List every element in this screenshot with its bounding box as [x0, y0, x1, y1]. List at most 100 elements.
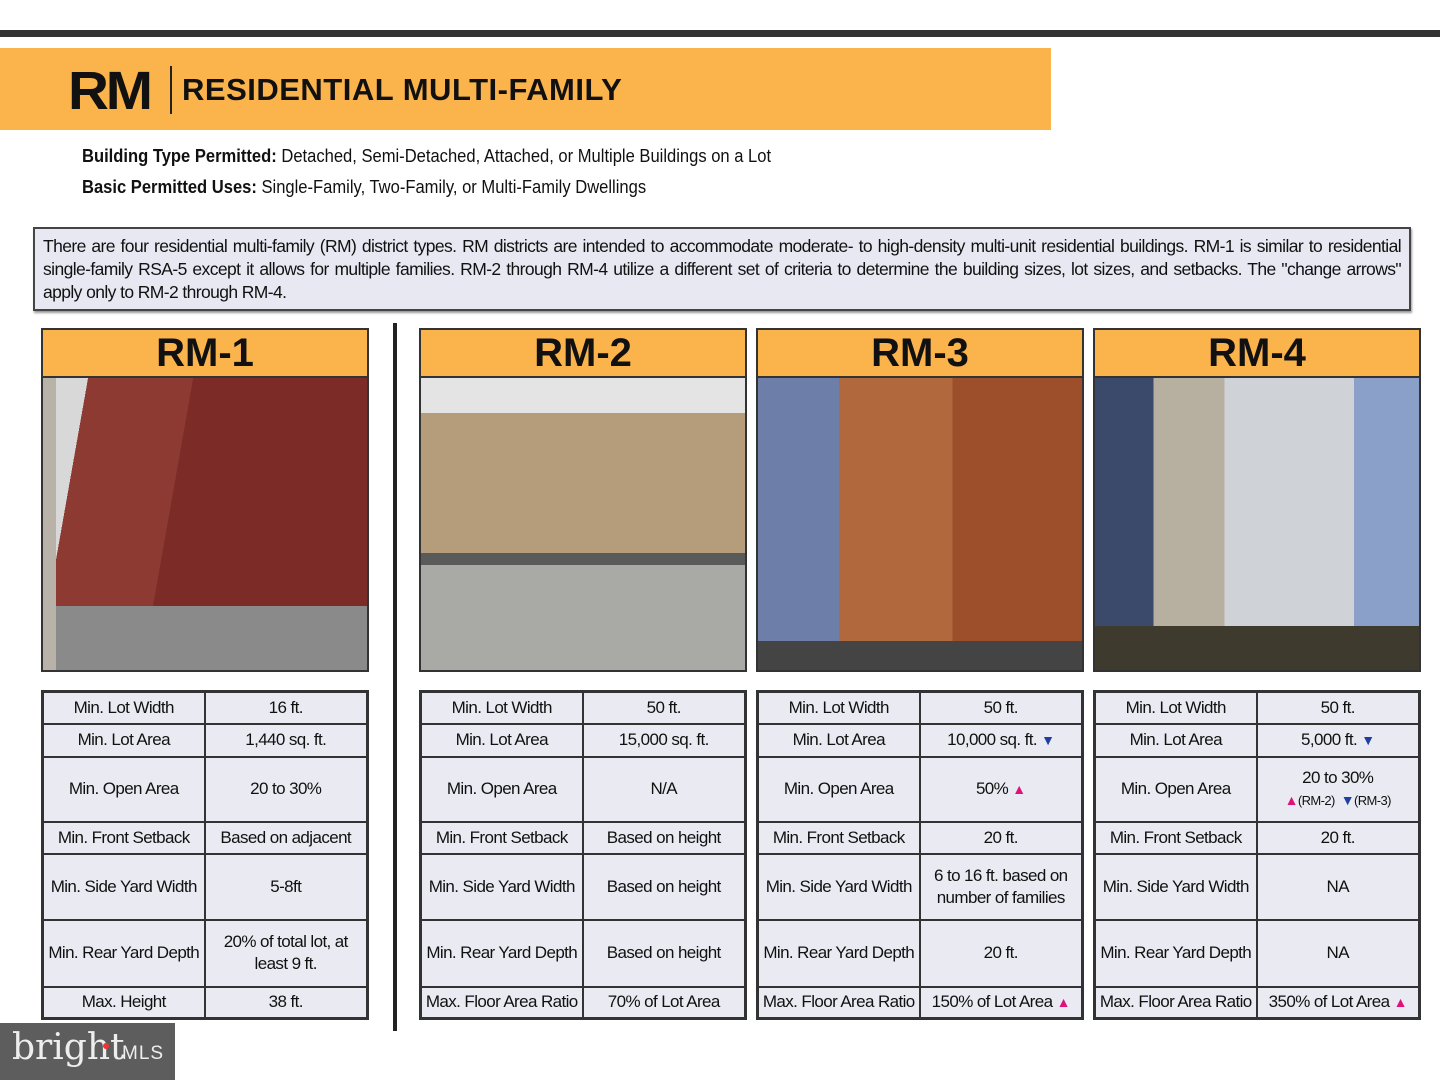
standard-value-cell: 38 ft.	[203, 985, 369, 1020]
standard-value-cell: 20 ft.	[1255, 820, 1421, 855]
standard-value: 5,000 ft.	[1301, 730, 1358, 749]
top-rule	[0, 30, 1440, 37]
standard-value-cell: Based on height	[581, 852, 747, 921]
standard-value-cell: 20% of total lot, at least 9 ft.	[203, 918, 369, 988]
standard-value: NA	[1326, 876, 1350, 896]
standard-value: 150% of Lot Area	[931, 992, 1053, 1012]
table-row: Min. Lot Area 15,000 sq. ft.	[419, 722, 747, 758]
standard-value: Based on height	[606, 876, 721, 896]
standard-label: Min. Open Area	[419, 755, 584, 823]
table-row: Min. Rear Yard Depth 20 ft.	[756, 918, 1084, 988]
standard-value: 20 ft.	[983, 827, 1019, 847]
district-heading: RM-1	[41, 328, 369, 378]
standard-value-cell: 20 ft.	[918, 820, 1084, 855]
logo-suffix: MLS	[122, 1043, 165, 1064]
table-row: Min. Front Setback 20 ft.	[1093, 820, 1421, 855]
logo-dot	[103, 1043, 109, 1049]
standard-value-cell: 5,000 ft. ▼	[1255, 722, 1421, 758]
district-column-rm-4: RM-4 Min. Lot Width 50 ft. Min. Lot Area 5,…	[1093, 328, 1421, 1020]
standard-label: Min. Lot Width	[756, 690, 921, 725]
standard-value-cell: Based on height	[581, 918, 747, 988]
table-row: Min. Open Area 20 to 30%	[41, 755, 369, 823]
district-photo	[756, 378, 1084, 672]
table-row: Min. Open Area 50% ▲	[756, 755, 1084, 823]
standard-value-cell: 1,440 sq. ft.	[203, 722, 369, 758]
district-standards-table: Min. Lot Width 50 ft. Min. Lot Area 10,000 …	[756, 690, 1084, 1020]
permitted-uses-value: Single-Family, Two-Family, or Multi-Fami…	[256, 177, 647, 197]
standard-label: Max. Height	[41, 985, 206, 1020]
standard-value-cell: 16 ft.	[203, 690, 369, 725]
description-box: There are four residential multi-family …	[33, 227, 1411, 311]
district-column-rm-2: RM-2 Min. Lot Width 50 ft. Min. Lot Area 15…	[419, 328, 747, 1020]
standard-value: 20 to 30%	[250, 779, 322, 798]
standard-label: Min. Lot Area	[419, 722, 584, 758]
table-row: Max. Floor Area Ratio 350% of Lot Area ▲	[1093, 985, 1421, 1020]
table-row: Min. Lot Width 50 ft.	[419, 690, 747, 725]
arrow-up-icon: ▲	[1284, 791, 1299, 808]
standard-label: Min. Front Setback	[1093, 820, 1258, 855]
district-standards-table: Min. Lot Width 50 ft. Min. Lot Area 5,000 f…	[1093, 690, 1421, 1020]
arrow-up-icon: ▲	[1012, 781, 1026, 797]
table-row: Max. Height 38 ft.	[41, 985, 369, 1020]
standard-value-cell: 20 ft.	[918, 918, 1084, 988]
district-column-rm-3: RM-3 Min. Lot Width 50 ft. Min. Lot Area 10…	[756, 328, 1084, 1020]
table-row: Min. Lot Width 16 ft.	[41, 690, 369, 725]
table-row: Min. Lot Area 1,440 sq. ft.	[41, 722, 369, 758]
standard-value-cell: 5-8ft	[203, 852, 369, 921]
standard-value-cell: 150% of Lot Area ▲	[918, 985, 1084, 1020]
district-photo	[419, 378, 747, 672]
standard-label: Min. Side Yard Width	[1093, 852, 1258, 921]
table-row: Min. Open Area 20 to 30% ▲(RM-2) ▼(RM-3)	[1093, 755, 1421, 823]
standard-value-cell: 50 ft.	[1255, 690, 1421, 725]
arrow-up-icon: ▲	[1056, 994, 1071, 1011]
standard-value-cell: 20 to 30% ▲(RM-2) ▼(RM-3)	[1255, 755, 1421, 823]
standard-label: Min. Front Setback	[419, 820, 584, 855]
table-row: Min. Rear Yard Depth NA	[1093, 918, 1421, 988]
standard-value: 10,000 sq. ft.	[947, 730, 1037, 749]
standard-value-cell: 50 ft.	[581, 690, 747, 725]
district-heading: RM-3	[756, 328, 1084, 378]
arrow-down-icon: ▼	[1361, 732, 1375, 748]
arrow-up-icon: ▲	[1393, 994, 1408, 1011]
standard-value: N/A	[650, 779, 678, 798]
standard-value: Based on height	[606, 827, 721, 847]
arrow-down-icon: ▼	[1340, 791, 1355, 808]
building-type-value: Detached, Semi-Detached, Attached, or Mu…	[276, 146, 772, 166]
standard-value: 50 ft.	[1320, 697, 1356, 717]
arrow-down-icon: ▼	[1041, 732, 1055, 748]
building-type-label: Building Type Permitted:	[82, 146, 277, 166]
standard-label: Min. Lot Width	[1093, 690, 1258, 725]
standard-value-cell: 50% ▲	[918, 755, 1084, 823]
standard-value-cell: N/A	[581, 755, 747, 823]
standard-label: Min. Lot Width	[41, 690, 206, 725]
table-row: Min. Front Setback Based on height	[419, 820, 747, 855]
district-column-rm-1: RM-1 Min. Lot Width 16 ft. Min. Lot Area 1,…	[41, 328, 369, 1020]
standard-value: 5-8ft	[270, 876, 302, 896]
column-divider	[393, 323, 397, 1031]
standard-value-cell: NA	[1255, 918, 1421, 988]
standard-label: Min. Rear Yard Depth	[41, 918, 206, 988]
table-row: Min. Lot Width 50 ft.	[756, 690, 1084, 725]
district-heading: RM-2	[419, 328, 747, 378]
table-row: Max. Floor Area Ratio 70% of Lot Area	[419, 985, 747, 1020]
standard-value: 350% of Lot Area	[1268, 992, 1390, 1012]
standard-label: Min. Lot Area	[1093, 722, 1258, 758]
standard-value: 50 ft.	[983, 697, 1019, 717]
standard-label: Min. Lot Area	[756, 722, 921, 758]
standard-label: Min. Lot Area	[41, 722, 206, 758]
table-row: Min. Front Setback 20 ft.	[756, 820, 1084, 855]
district-photo	[1093, 378, 1421, 672]
district-heading: RM-4	[1093, 328, 1421, 378]
standard-value-cell: 70% of Lot Area	[581, 985, 747, 1020]
table-row: Min. Side Yard Width Based on height	[419, 852, 747, 921]
standard-label: Min. Open Area	[756, 755, 921, 823]
table-row: Min. Side Yard Width 6 to 16 ft. based on…	[756, 852, 1084, 921]
standard-value-cell: 350% of Lot Area ▲	[1255, 985, 1421, 1020]
standard-label: Min. Rear Yard Depth	[1093, 918, 1258, 988]
page-title: RESIDENTIAL MULTI-FAMILY	[182, 72, 623, 107]
standard-value: 50 ft.	[646, 697, 682, 717]
standard-value: 1,440 sq. ft.	[245, 730, 327, 749]
standard-label: Min. Lot Width	[419, 690, 584, 725]
note-text: (RM-2)	[1297, 792, 1335, 808]
standard-label: Min. Front Setback	[756, 820, 921, 855]
